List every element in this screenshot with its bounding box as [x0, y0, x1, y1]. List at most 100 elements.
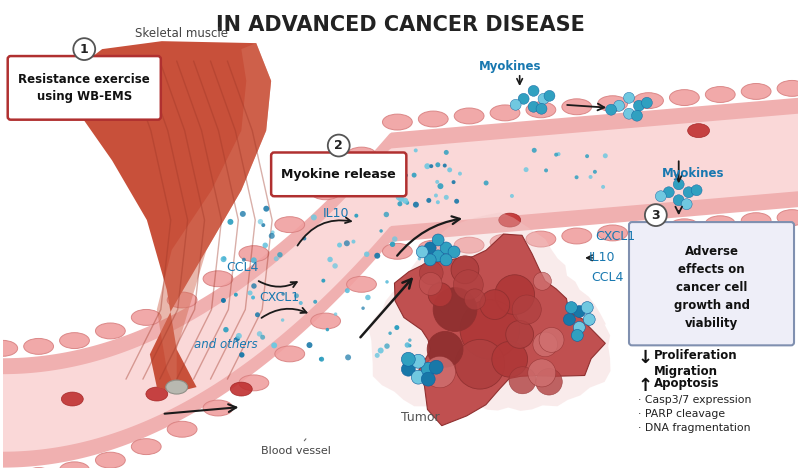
Circle shape: [495, 275, 534, 315]
Circle shape: [454, 199, 459, 204]
Text: Skeletal muscle: Skeletal muscle: [135, 27, 228, 40]
Text: IL10: IL10: [323, 207, 350, 219]
Circle shape: [239, 352, 245, 358]
Circle shape: [378, 348, 384, 354]
Circle shape: [582, 302, 594, 314]
Circle shape: [337, 242, 342, 248]
Circle shape: [518, 93, 529, 104]
Ellipse shape: [490, 105, 520, 121]
Ellipse shape: [203, 271, 233, 287]
Circle shape: [663, 187, 674, 198]
Circle shape: [411, 370, 426, 384]
Circle shape: [424, 163, 430, 169]
Circle shape: [386, 169, 392, 175]
Circle shape: [416, 246, 428, 258]
Ellipse shape: [777, 80, 800, 96]
Circle shape: [221, 256, 226, 262]
Circle shape: [411, 354, 426, 368]
Circle shape: [419, 272, 442, 295]
Circle shape: [404, 174, 408, 177]
Text: CCL4: CCL4: [226, 261, 258, 274]
Circle shape: [384, 343, 390, 349]
Circle shape: [365, 295, 370, 300]
Circle shape: [433, 287, 477, 332]
Circle shape: [251, 257, 257, 263]
Text: IL10: IL10: [590, 251, 616, 265]
Text: IN ADVANCED CANCER DISEASE: IN ADVANCED CANCER DISEASE: [216, 15, 585, 35]
Text: · PARP cleavage: · PARP cleavage: [638, 409, 725, 419]
Circle shape: [247, 290, 253, 295]
Text: 2: 2: [334, 139, 343, 152]
Circle shape: [574, 306, 586, 318]
Circle shape: [563, 314, 575, 325]
Ellipse shape: [346, 276, 377, 292]
Circle shape: [298, 301, 302, 305]
Circle shape: [440, 242, 452, 254]
Circle shape: [454, 270, 483, 300]
Circle shape: [258, 219, 263, 224]
Circle shape: [424, 242, 436, 254]
Text: Resistance exercise
using WB-EMS: Resistance exercise using WB-EMS: [18, 73, 150, 103]
Ellipse shape: [0, 340, 18, 356]
Text: 3: 3: [651, 209, 660, 222]
Circle shape: [523, 167, 529, 172]
Circle shape: [585, 154, 589, 158]
Circle shape: [623, 108, 634, 119]
Ellipse shape: [239, 246, 269, 262]
Ellipse shape: [777, 210, 800, 226]
Ellipse shape: [166, 380, 188, 394]
Ellipse shape: [670, 219, 699, 235]
Ellipse shape: [688, 124, 710, 137]
Ellipse shape: [454, 237, 484, 253]
Circle shape: [251, 295, 255, 300]
Circle shape: [422, 372, 435, 386]
Ellipse shape: [382, 243, 412, 259]
Circle shape: [601, 185, 605, 189]
Circle shape: [533, 332, 558, 357]
Ellipse shape: [562, 228, 592, 244]
Circle shape: [222, 257, 226, 260]
Ellipse shape: [526, 231, 556, 247]
Circle shape: [263, 206, 270, 212]
Circle shape: [326, 328, 329, 331]
Text: · DNA fragmentation: · DNA fragmentation: [638, 423, 750, 433]
Circle shape: [509, 367, 536, 394]
Polygon shape: [394, 234, 606, 426]
Ellipse shape: [634, 222, 663, 238]
Circle shape: [432, 250, 444, 262]
Circle shape: [623, 92, 634, 103]
Circle shape: [691, 185, 702, 196]
Circle shape: [484, 181, 489, 185]
Ellipse shape: [498, 213, 521, 227]
Circle shape: [334, 312, 338, 316]
Circle shape: [400, 157, 404, 161]
Circle shape: [394, 325, 399, 330]
Circle shape: [437, 315, 440, 318]
Ellipse shape: [59, 462, 90, 469]
Ellipse shape: [24, 339, 54, 355]
Circle shape: [306, 342, 313, 348]
Ellipse shape: [62, 392, 83, 406]
Circle shape: [251, 283, 257, 289]
Circle shape: [311, 214, 317, 220]
Circle shape: [460, 300, 520, 359]
Circle shape: [277, 252, 282, 257]
Text: Myokines: Myokines: [662, 167, 725, 180]
Circle shape: [429, 360, 443, 374]
Ellipse shape: [131, 310, 161, 325]
Ellipse shape: [382, 114, 412, 130]
Circle shape: [405, 342, 410, 348]
Circle shape: [221, 298, 226, 303]
Circle shape: [674, 195, 684, 206]
Circle shape: [451, 256, 479, 284]
Circle shape: [398, 196, 404, 202]
Text: Blood vessel: Blood vessel: [261, 439, 331, 456]
Text: Myokines: Myokines: [478, 60, 541, 73]
Ellipse shape: [95, 452, 126, 468]
Ellipse shape: [239, 375, 269, 391]
Circle shape: [319, 357, 322, 361]
Circle shape: [681, 199, 692, 210]
Ellipse shape: [706, 216, 735, 232]
Circle shape: [442, 164, 446, 167]
Circle shape: [274, 256, 278, 261]
